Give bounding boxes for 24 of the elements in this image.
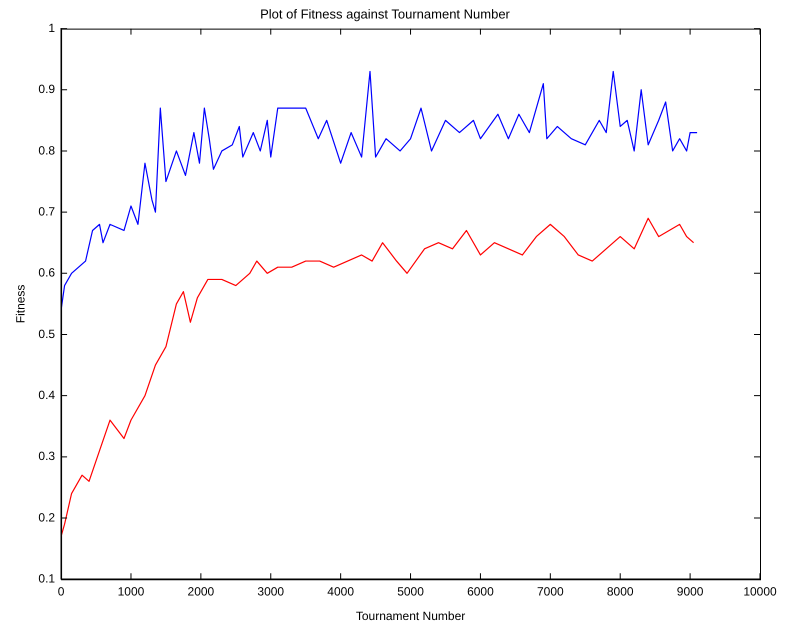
x-tick-label: 3000: [257, 584, 284, 599]
y-tick-label: 0.9: [38, 82, 56, 96]
y-tick-label: 0.7: [38, 204, 56, 218]
x-tick-label: 4000: [327, 584, 354, 599]
y-tick-label: 0.6: [38, 266, 56, 280]
y-tick-label: 0.2: [38, 510, 56, 524]
y-tick-label: 0.4: [38, 388, 56, 402]
x-axis-title: Tournament Number: [356, 609, 466, 624]
x-tick-label: 7000: [536, 584, 564, 599]
y-tick-label: 0.1: [38, 572, 56, 586]
y-tick-label: 1: [48, 20, 56, 35]
y-axis-title: Fitness: [14, 284, 28, 324]
x-tick-label: 1000: [118, 584, 145, 599]
x-tick-label: 5000: [397, 584, 424, 599]
x-tick-label: 2000: [188, 584, 215, 599]
x-tick-label: 9000: [676, 584, 704, 599]
y-tick-label: 0.3: [38, 449, 56, 464]
y-tick-label: 0.8: [38, 143, 56, 158]
x-tick-label: 8000: [606, 584, 634, 599]
x-tick-label: 10000: [743, 584, 778, 599]
chart-title: Plot of Fitness against Tournament Number: [260, 6, 511, 22]
x-tick-label: 6000: [467, 584, 494, 599]
y-tick-label: 0.5: [38, 326, 56, 341]
x-tick-label: 0: [58, 584, 65, 599]
